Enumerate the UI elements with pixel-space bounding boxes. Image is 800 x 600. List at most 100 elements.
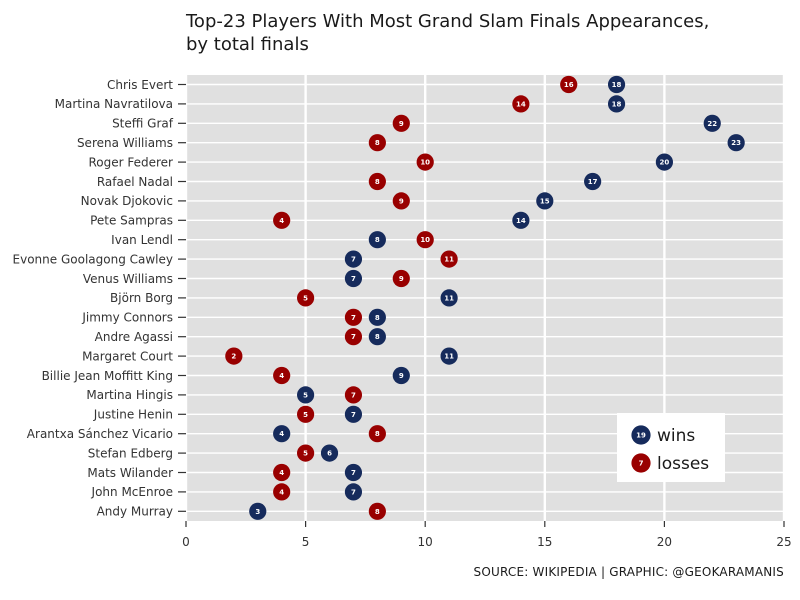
- player-label: Jimmy Connors: [81, 311, 173, 325]
- losses-value-label: 16: [564, 81, 574, 89]
- wins-point: 5: [297, 386, 315, 404]
- player-label: Billie Jean Moffitt King: [42, 369, 173, 383]
- wins-point: 11: [440, 289, 458, 307]
- wins-point: 17: [584, 172, 602, 191]
- wins-point: 3: [249, 502, 267, 520]
- wins-point: 23: [727, 134, 745, 152]
- wins-point: 20: [655, 153, 674, 171]
- wins-point: 7: [344, 405, 363, 423]
- losses-point: 7: [344, 308, 363, 326]
- wins-value-label: 7: [351, 469, 356, 477]
- wins-point: 18: [607, 95, 626, 113]
- wins-point: 4: [273, 425, 291, 443]
- losses-point: 5: [297, 405, 315, 423]
- x-tick-label: 20: [657, 535, 672, 549]
- player-label: Evonne Goolagong Cawley: [13, 252, 173, 266]
- losses-value-label: 11: [444, 256, 454, 264]
- losses-point: 8: [368, 425, 386, 443]
- losses-point: 8: [368, 134, 386, 152]
- player-label: Arantxa Sánchez Vicario: [27, 427, 173, 441]
- player-label: Steffi Graf: [112, 117, 174, 131]
- chart-title-line-1: Top-23 Players With Most Grand Slam Fina…: [186, 11, 710, 32]
- x-axis: 0 5 10 15 20 25: [182, 521, 792, 549]
- legend-box: [617, 413, 725, 482]
- losses-point: 4: [273, 366, 291, 385]
- losses-point: 8: [368, 502, 386, 520]
- wins-value-label: 7: [351, 411, 356, 419]
- losses-value-label: 5: [303, 294, 308, 302]
- wins-value-label: 23: [731, 139, 741, 147]
- losses-point: 10: [416, 153, 434, 171]
- losses-value-label: 4: [279, 372, 284, 380]
- x-tick-label: 5: [302, 535, 310, 549]
- losses-value-label: 8: [375, 430, 380, 438]
- chart-title: Top-23 Players With Most Grand Slam Fina…: [186, 10, 709, 56]
- wins-value-label: 7: [351, 275, 356, 283]
- losses-point: 7: [344, 328, 363, 346]
- wins-value-label: 17: [588, 178, 598, 186]
- player-label: Novak Djokovic: [81, 194, 173, 208]
- losses-value-label: 8: [375, 178, 380, 186]
- losses-value-label: 8: [375, 139, 380, 147]
- source-caption: SOURCE: WIKIPEDIA | GRAPHIC: @GEOKARAMAN…: [473, 565, 784, 579]
- losses-value-label: 9: [399, 120, 404, 128]
- losses-value-label: 9: [399, 275, 404, 283]
- player-label: Martina Hingis: [86, 388, 173, 402]
- wins-value-label: 15: [540, 197, 550, 205]
- data-points: 16 14 9 8 10 8 9 4 10 11 9 5 7 7 2 4 7 5 8 5 4 4 8 18 18 22 23 20 17…: [225, 75, 745, 520]
- losses-point: 7: [344, 386, 363, 404]
- legend-label: wins: [657, 426, 695, 446]
- losses-value-label: 9: [399, 197, 404, 205]
- wins-value-label: 11: [444, 353, 454, 361]
- wins-point: 7: [344, 269, 363, 288]
- wins-point: 7: [344, 483, 363, 501]
- wins-value-label: 18: [612, 100, 622, 108]
- player-label: Venus Williams: [83, 272, 173, 286]
- wins-point: 8: [368, 328, 386, 346]
- losses-value-label: 5: [303, 450, 308, 458]
- player-label: Stefan Edberg: [88, 446, 173, 460]
- legend-key-wins: [631, 425, 651, 445]
- wins-point: 18: [607, 75, 626, 94]
- wins-value-label: 7: [351, 488, 356, 496]
- losses-point: 10: [416, 231, 434, 249]
- wins-value-label: 11: [444, 294, 454, 302]
- wins-value-label: 3: [255, 508, 260, 516]
- legend-label: losses: [657, 454, 709, 474]
- losses-value-label: 8: [375, 508, 380, 516]
- player-label: Andre Agassi: [95, 330, 173, 344]
- player-label: Mats Wilander: [87, 466, 173, 480]
- wins-value-label: 7: [351, 256, 356, 264]
- losses-point: 2: [225, 347, 243, 365]
- wins-value-label: 18: [612, 81, 622, 89]
- player-label: Justine Henin: [93, 408, 173, 422]
- wins-point: 9: [392, 366, 410, 385]
- legend-key-label: 19: [636, 432, 646, 440]
- wins-point: 22: [703, 114, 721, 132]
- losses-point: 9: [392, 192, 410, 210]
- x-tick-label: 0: [182, 535, 190, 549]
- player-label: Andy Murray: [97, 505, 173, 519]
- losses-point: 14: [512, 95, 530, 113]
- wins-value-label: 9: [399, 372, 404, 380]
- x-tick-label: 10: [418, 535, 433, 549]
- losses-value-label: 7: [351, 391, 356, 399]
- player-label: Martina Navratilova: [55, 97, 173, 111]
- wins-value-label: 4: [279, 430, 284, 438]
- wins-point: 7: [344, 250, 363, 268]
- wins-value-label: 6: [327, 450, 332, 458]
- wins-value-label: 8: [375, 314, 380, 322]
- losses-value-label: 4: [279, 488, 284, 496]
- losses-value-label: 4: [279, 217, 284, 225]
- losses-point: 16: [560, 75, 578, 94]
- losses-value-label: 2: [231, 353, 236, 361]
- losses-value-label: 7: [351, 314, 356, 322]
- legend-item-losses: 7 losses: [631, 453, 709, 474]
- losses-value-label: 5: [303, 411, 308, 419]
- wins-point: 11: [440, 347, 458, 365]
- x-tick-label: 15: [537, 535, 552, 549]
- player-label: Margaret Court: [82, 349, 173, 363]
- losses-value-label: 14: [516, 100, 526, 108]
- wins-point: 6: [320, 444, 339, 462]
